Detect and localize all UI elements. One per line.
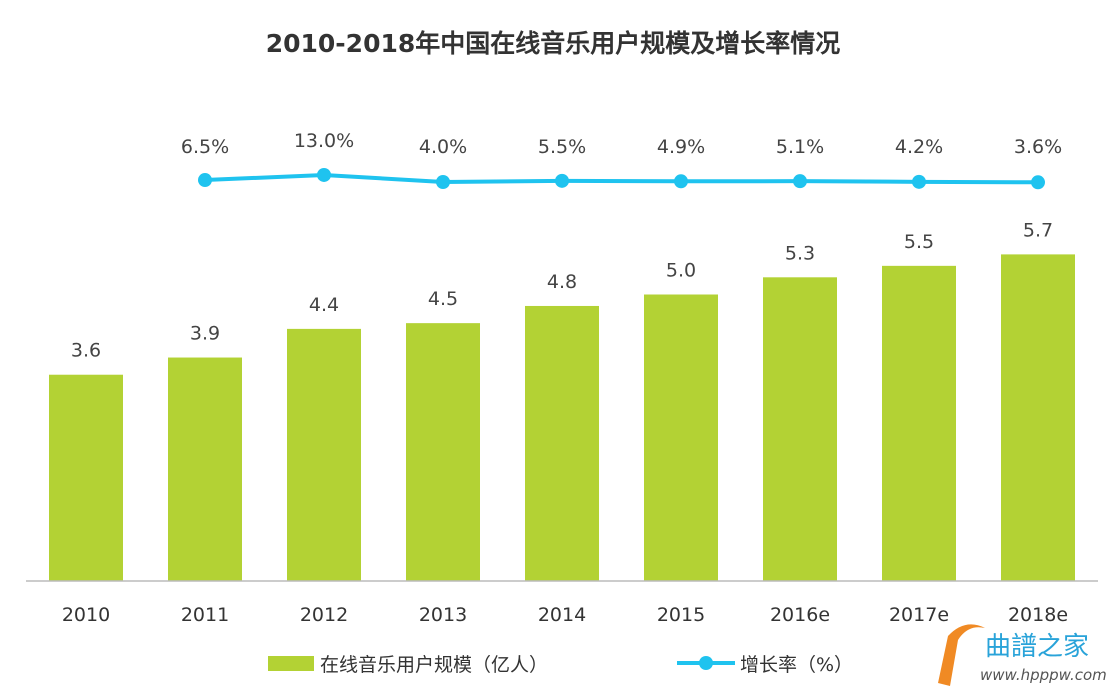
growth-label-2016e: 5.1%: [776, 136, 824, 158]
bar-label-2016e: 5.3: [785, 242, 815, 264]
bar-label-2018e: 5.7: [1023, 219, 1053, 241]
watermark: 曲譜之家 www.hpppw.com: [938, 624, 1107, 686]
growth-label-2015: 4.9%: [657, 136, 705, 158]
chart-title: 2010-2018年中国在线音乐用户规模及增长率情况: [266, 29, 841, 58]
bar-2011: [168, 357, 242, 581]
growth-label-2011: 6.5%: [181, 136, 229, 158]
growth-point-2012: [317, 167, 331, 182]
x-tick-2017e: 2017e: [889, 604, 949, 626]
x-tick-2013: 2013: [419, 604, 467, 626]
bar-label-2017e: 5.5: [904, 231, 934, 253]
growth-label-2017e: 4.2%: [895, 136, 943, 158]
bar-2010: [49, 374, 123, 581]
x-tick-2014: 2014: [538, 604, 586, 626]
bar-label-2011: 3.9: [190, 323, 220, 345]
bar-label-2013: 4.5: [428, 288, 458, 310]
x-tick-2015: 2015: [657, 604, 705, 626]
growth-point-2011: [198, 173, 212, 188]
bar-2015: [644, 294, 718, 581]
bar-label-2014: 4.8: [547, 271, 577, 293]
bar-2012: [287, 328, 361, 581]
growth-point-2014: [555, 173, 569, 188]
bar-label-2012: 4.4: [309, 294, 339, 316]
bar-2016e: [763, 277, 837, 581]
legend-label-bar: 在线音乐用户规模（亿人）: [320, 654, 548, 676]
x-tick-2010: 2010: [62, 604, 110, 626]
bar-2017e: [882, 265, 956, 581]
bar-2014: [525, 305, 599, 581]
growth-label-2013: 4.0%: [419, 136, 467, 158]
growth-label-2018e: 3.6%: [1014, 136, 1062, 158]
bar-2018e: [1001, 254, 1075, 581]
legend-swatch-bar: [268, 656, 314, 671]
bar-label-2015: 5.0: [666, 260, 696, 282]
growth-label-2012: 13.0%: [294, 130, 354, 152]
x-tick-2016e: 2016e: [770, 604, 830, 626]
bar-label-2010: 3.6: [71, 340, 101, 362]
legend-label-line: 增长率（%）: [740, 654, 853, 676]
legend-marker: [699, 656, 713, 670]
growth-point-2017e: [912, 174, 926, 189]
growth-label-2014: 5.5%: [538, 136, 586, 158]
x-tick-2018e: 2018e: [1008, 604, 1068, 626]
growth-point-2018e: [1031, 175, 1045, 190]
growth-point-2015: [674, 174, 688, 189]
legend: 在线音乐用户规模（亿人） 增长率（%）: [268, 654, 853, 676]
watermark-logo: [938, 624, 985, 686]
growth-point-2013: [436, 175, 450, 189]
x-tick-2011: 2011: [181, 604, 229, 626]
growth-point-2016e: [793, 174, 807, 189]
watermark-brand: 曲譜之家: [985, 632, 1089, 662]
x-tick-2012: 2012: [300, 604, 348, 626]
bar-2013: [406, 323, 480, 581]
watermark-url: www.hpppw.com: [980, 666, 1107, 684]
growth-rate-line: [204, 172, 1039, 185]
